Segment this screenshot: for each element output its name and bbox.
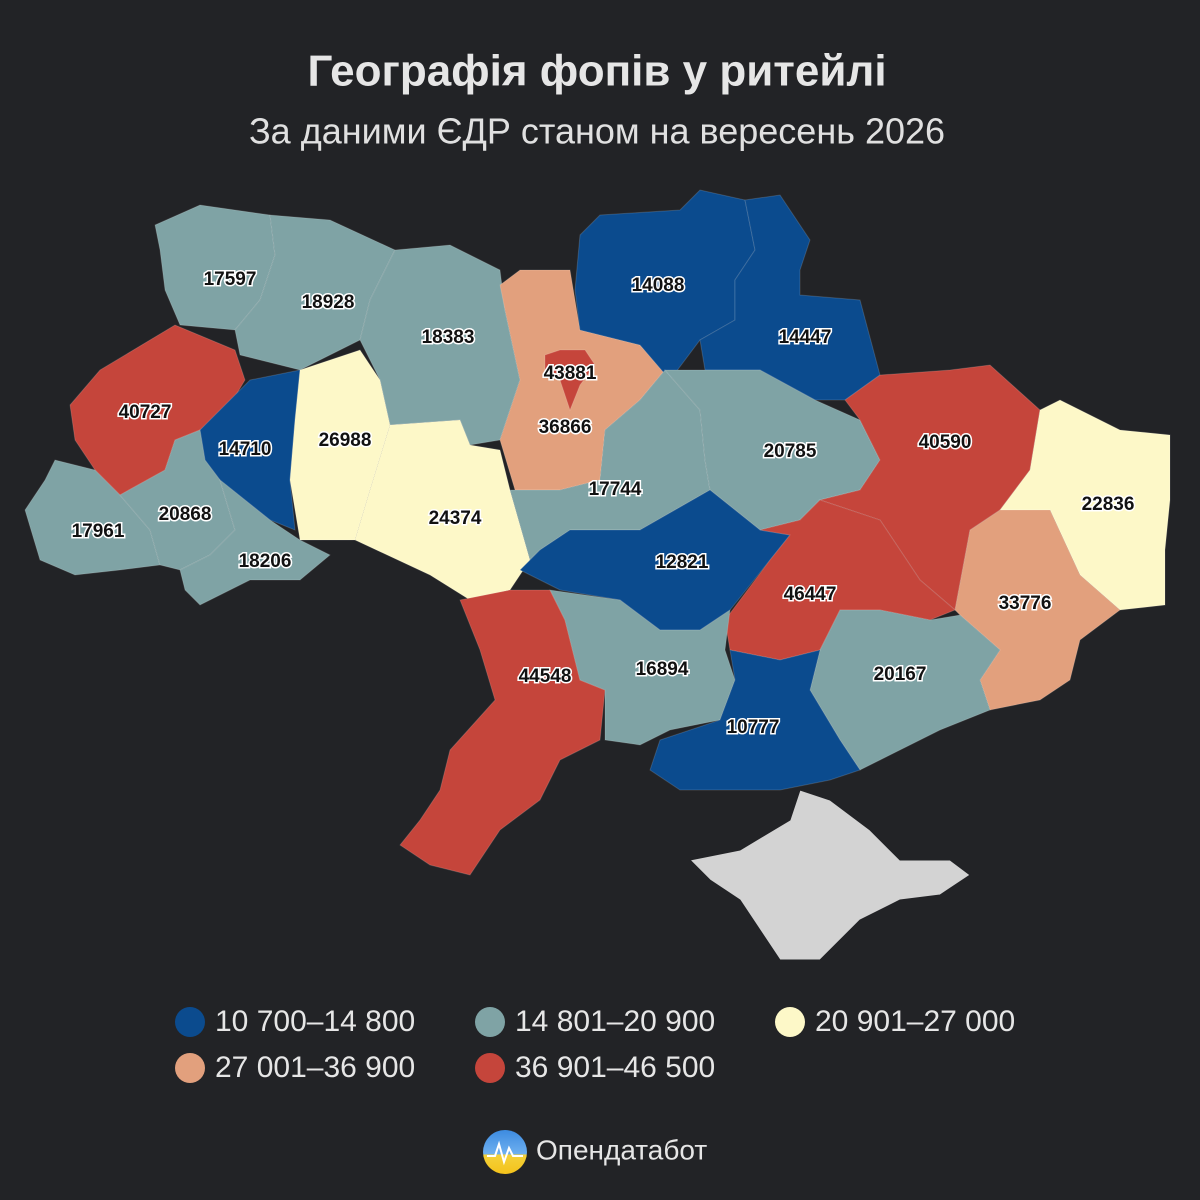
- region-value: 18383: [422, 327, 475, 348]
- region: [354, 419, 531, 601]
- region-value: 22836: [1082, 494, 1135, 515]
- region: [699, 194, 881, 401]
- region: [954, 509, 1121, 711]
- region-value: 10777: [727, 717, 780, 738]
- legend-label: 14 801–20 900: [515, 1005, 715, 1038]
- region-value: 18206: [239, 551, 292, 572]
- region-value: 16894: [636, 659, 689, 680]
- region-value: 20785: [764, 441, 817, 462]
- legend-swatch: [475, 1053, 505, 1083]
- legend-label: 27 001–36 900: [215, 1051, 415, 1084]
- legend-swatch: [775, 1007, 805, 1037]
- region: [649, 649, 861, 791]
- region-value: 40590: [919, 432, 972, 453]
- region-value: 36866: [539, 417, 592, 438]
- logo: [483, 1130, 527, 1174]
- region-value: 20868: [159, 504, 212, 525]
- region-value: 17961: [72, 521, 125, 542]
- region-value: 17597: [204, 269, 257, 290]
- crimea: [688, 789, 971, 961]
- region-value: 43881: [544, 363, 597, 384]
- region-value: 20167: [874, 664, 927, 685]
- region: [544, 349, 596, 412]
- logo-pulse: [487, 1140, 523, 1166]
- region-value: 40727: [119, 402, 172, 423]
- title: Географія фопів у ритейлі: [307, 47, 886, 96]
- region-value: 33776: [999, 593, 1052, 614]
- region-value: 12821: [656, 552, 709, 573]
- region-value: 14088: [632, 275, 685, 296]
- footer-brand: Опендатабот: [536, 1134, 707, 1165]
- legend-label: 36 901–46 500: [515, 1051, 715, 1084]
- region-value: 26988: [319, 430, 372, 451]
- legend: 10 700–14 800 14 801–20 900 20 901–27 000 2…: [175, 1005, 1015, 1084]
- region-value: 17744: [589, 479, 642, 500]
- subtitle: За даними ЄДР станом на вересень 2026: [249, 111, 945, 152]
- region-value: 14447: [779, 327, 832, 348]
- region-value: 14710: [219, 439, 272, 460]
- region-value: 44548: [519, 666, 572, 687]
- legend-label: 10 700–14 800: [215, 1005, 415, 1038]
- region: [179, 478, 331, 606]
- region-value: 24374: [429, 508, 482, 529]
- legend-swatch: [175, 1007, 205, 1037]
- legend-swatch: [475, 1007, 505, 1037]
- legend-label: 20 901–27 000: [815, 1005, 1015, 1038]
- region-value: 46447: [784, 584, 837, 605]
- map: 17597 18928 18383 36866 43881 14088 14447 40727…: [24, 189, 1171, 961]
- region: [24, 459, 161, 576]
- legend-swatch: [175, 1053, 205, 1083]
- region-value: 18928: [302, 292, 355, 313]
